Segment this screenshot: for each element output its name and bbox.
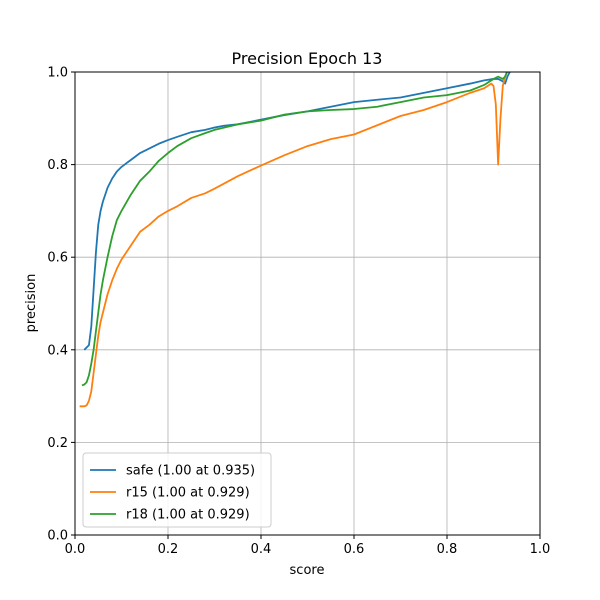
legend-box bbox=[82, 452, 272, 528]
x-tick-label: 1.0 bbox=[530, 542, 551, 557]
y-tick-label: 0.0 bbox=[47, 529, 68, 544]
series-line-0 bbox=[83, 71, 511, 351]
y-axis-label: precision bbox=[24, 274, 39, 333]
chart-title: Precision Epoch 13 bbox=[232, 49, 383, 68]
legend-label-1: r15 (1.00 at 0.929) bbox=[126, 486, 250, 501]
y-tick-label: 0.2 bbox=[47, 436, 68, 451]
x-tick-label: 0.8 bbox=[437, 542, 458, 557]
x-tick-label: 0.6 bbox=[344, 542, 365, 557]
legend-label-2: r18 (1.00 at 0.929) bbox=[126, 508, 250, 523]
series-line-1 bbox=[79, 71, 508, 408]
x-tick-label: 0.4 bbox=[251, 542, 272, 557]
y-tick-label: 0.8 bbox=[47, 158, 68, 173]
legend: safe (1.00 at 0.935) r15 (1.00 at 0.929) r… bbox=[82, 452, 272, 528]
series-layer bbox=[79, 71, 511, 408]
x-tick-label: 0.0 bbox=[65, 542, 86, 557]
x-axis-label: score bbox=[290, 563, 325, 578]
plot-frame bbox=[74, 71, 541, 536]
y-tick-label: 0.4 bbox=[47, 343, 68, 358]
tick-layer: 0.0 0.2 0.4 0.6 0.8 1.0 0.0 0.2 0.4 0.6 0.8 1.0 bbox=[47, 66, 550, 558]
series-line-2 bbox=[81, 71, 508, 387]
y-tick-label: 1.0 bbox=[47, 66, 68, 81]
legend-label-0: safe (1.00 at 0.935) bbox=[126, 464, 255, 479]
x-tick-label: 0.2 bbox=[158, 542, 179, 557]
y-tick-label: 0.6 bbox=[47, 251, 68, 266]
